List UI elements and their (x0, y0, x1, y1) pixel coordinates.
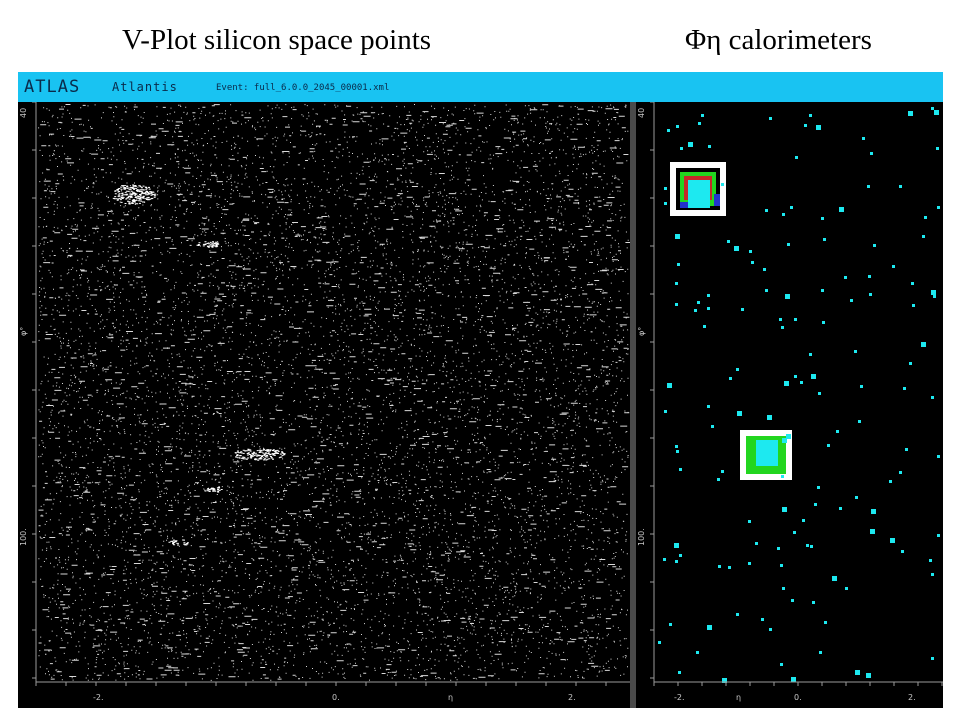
v-plot-canvas[interactable]: 40 φ° 100. -2. 0. η 2. (18, 102, 630, 708)
y-tick-label-top: 40 (19, 108, 28, 118)
panel-divider (630, 102, 636, 708)
y-tick-label-top: 40 (637, 108, 646, 118)
phi-eta-axes: 40 φ° 100. -2. η 0. 2. (637, 102, 943, 702)
slide-title-left: V-Plot silicon space points (122, 24, 432, 56)
y-axis-label: φ° (637, 327, 646, 336)
phi-eta-canvas[interactable]: 40 φ° 100. -2. η 0. 2. (636, 102, 943, 708)
x-tick-label-2: 2. (568, 693, 576, 702)
atlas-logo: ATLAS (24, 77, 81, 97)
v-plot-panel[interactable]: 40 φ° 100. -2. 0. η 2. (18, 102, 630, 708)
slide-title-right: Φη calorimeters (685, 24, 872, 56)
x-tick-label-0: 0. (332, 693, 340, 702)
y-tick-label-mid: 100. (19, 528, 28, 546)
x-tick-label-neg2: -2. (93, 693, 104, 702)
app-name: Atlantis (112, 80, 178, 94)
event-filename: Event: full_6.0.0_2045_00001.xml (216, 83, 390, 93)
x-axis-label: η (736, 693, 741, 702)
x-tick-label-2: 2. (908, 693, 916, 702)
phi-eta-panel[interactable]: 40 φ° 100. -2. η 0. 2. (636, 102, 943, 708)
atlantis-window: ATLAS Atlantis Event: full_6.0.0_2045_00… (18, 72, 943, 708)
x-tick-label-0: 0. (794, 693, 802, 702)
x-tick-label-neg2: -2. (674, 693, 685, 702)
y-axis-label: φ° (19, 327, 28, 336)
y-tick-label-mid: 100. (637, 528, 646, 546)
silicon-space-points (38, 104, 630, 681)
app-header-bar: ATLAS Atlantis Event: full_6.0.0_2045_00… (18, 72, 943, 102)
x-axis-label: η (448, 693, 453, 702)
v-plot-axes: 40 φ° 100. -2. 0. η 2. (19, 102, 630, 702)
